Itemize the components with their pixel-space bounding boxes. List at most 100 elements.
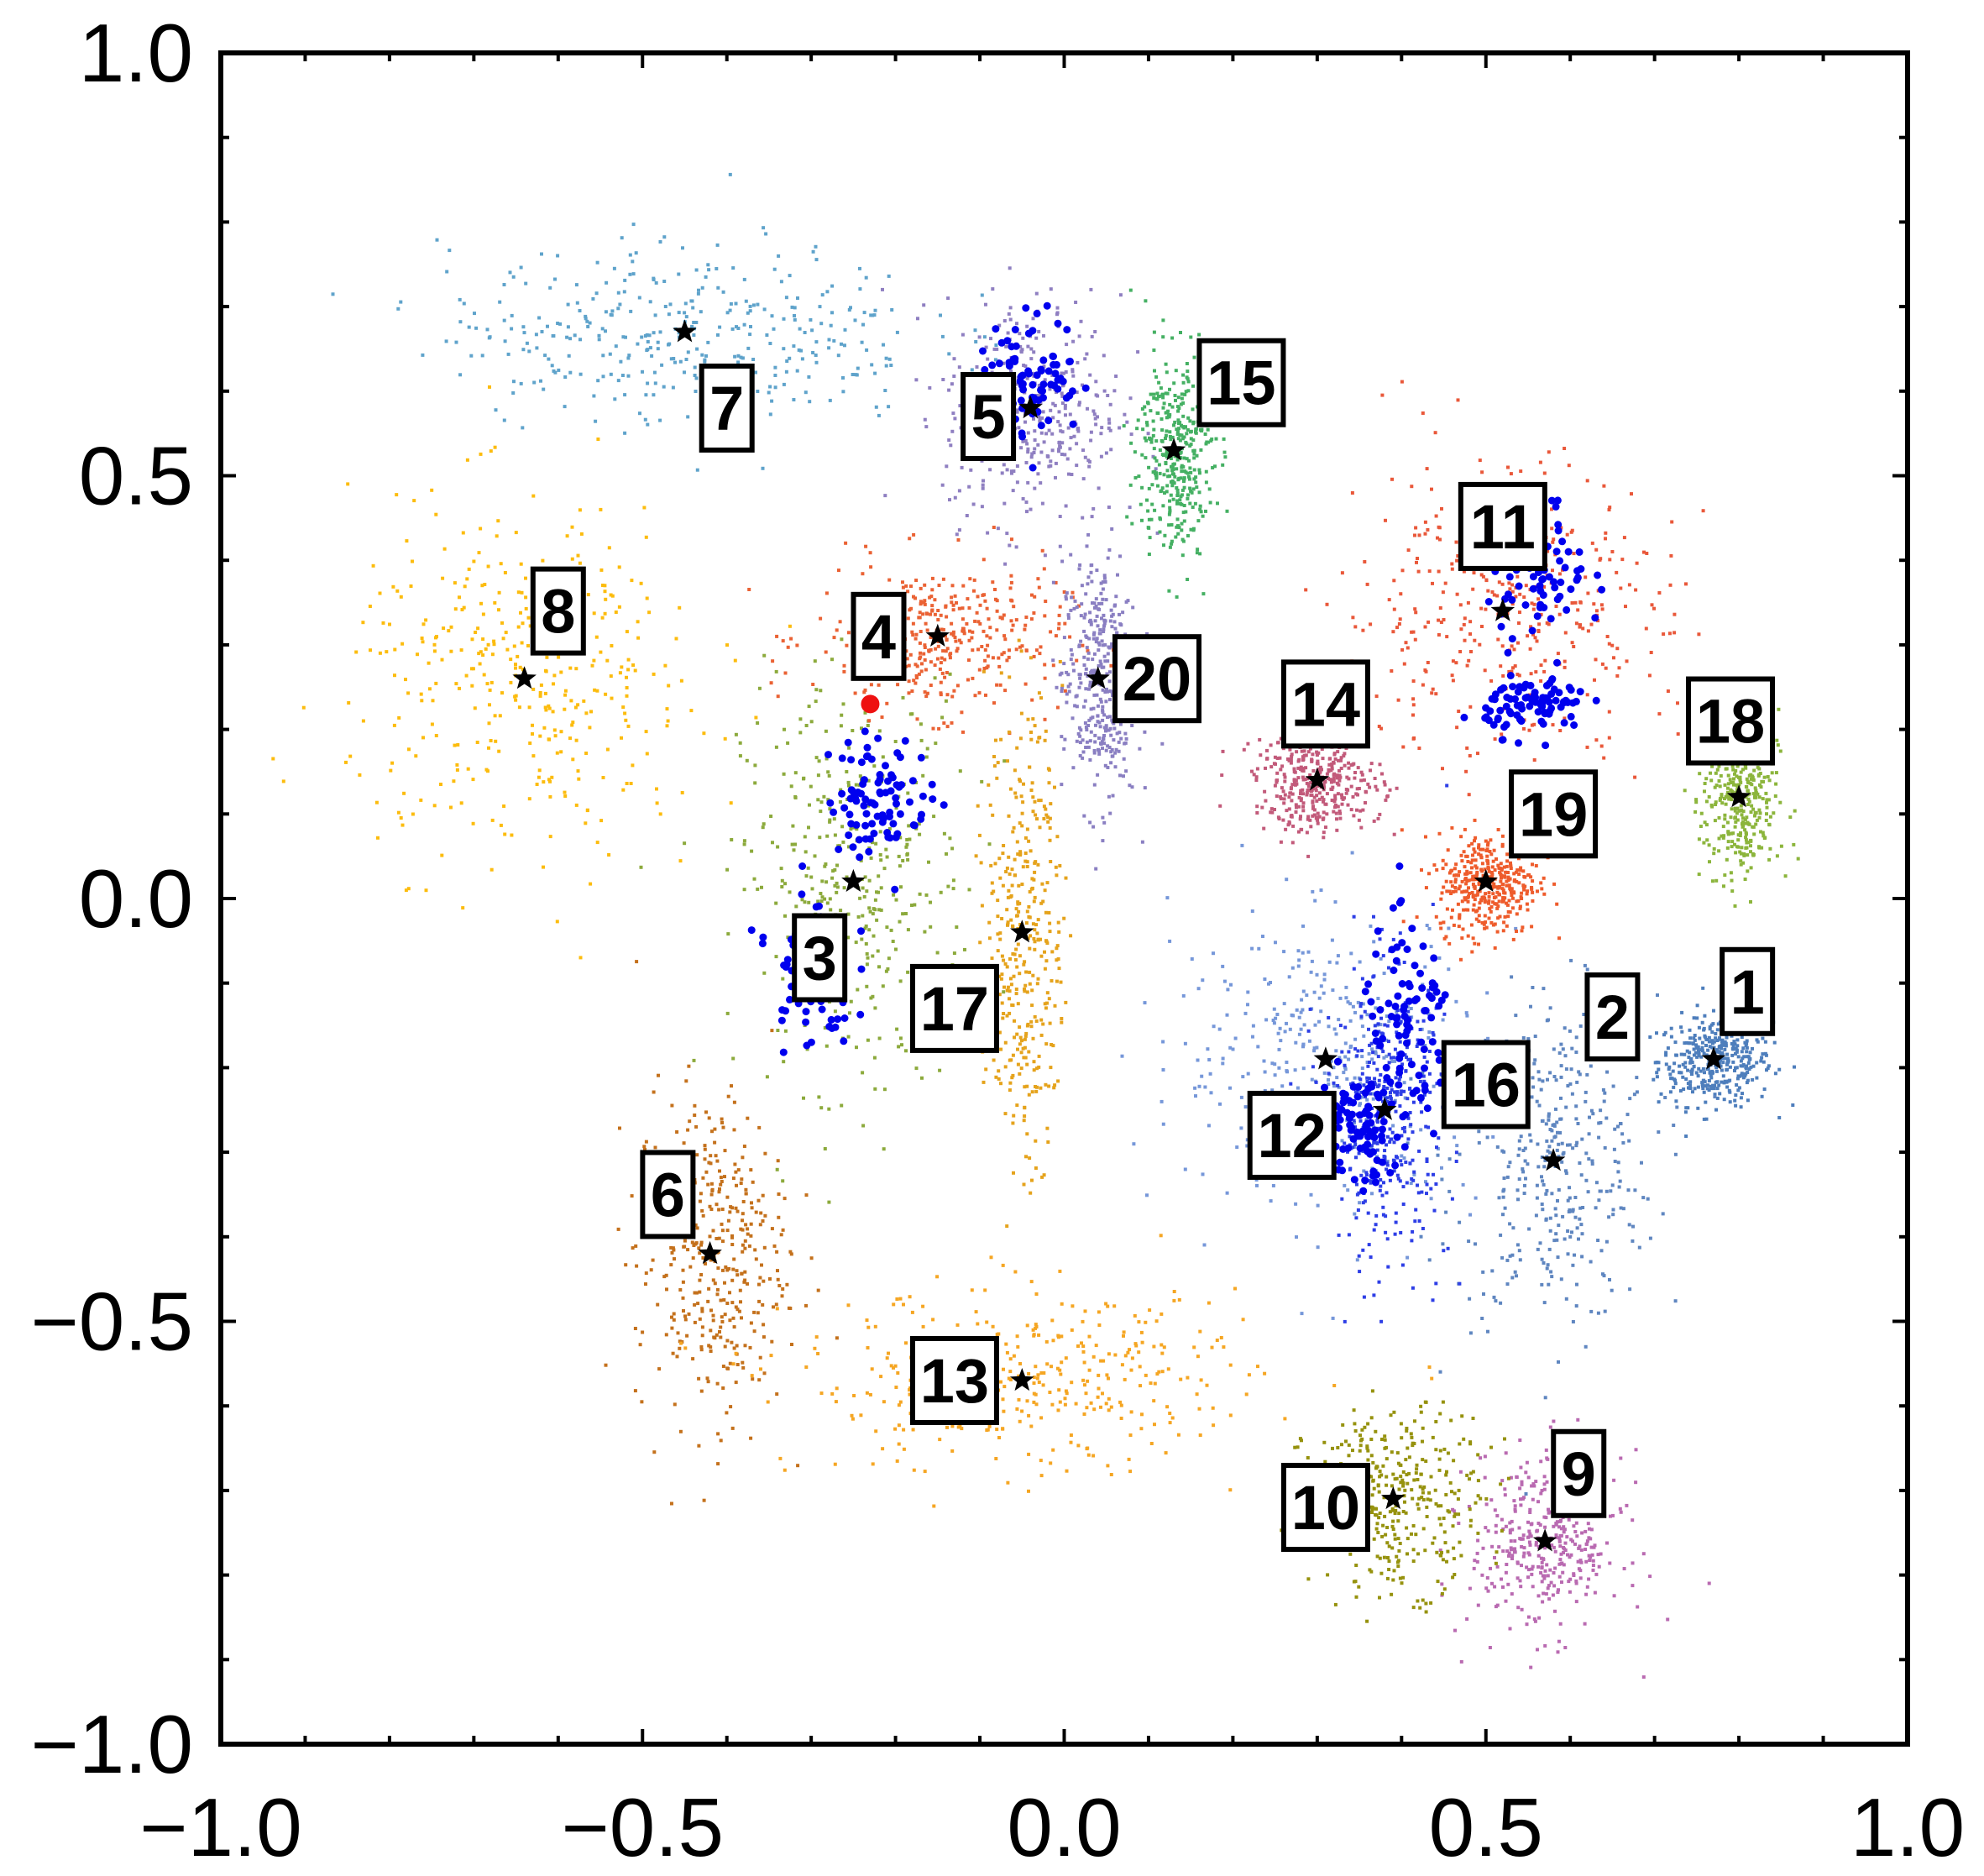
point xyxy=(584,711,589,715)
point xyxy=(1538,1523,1542,1527)
point xyxy=(1584,1529,1588,1533)
point xyxy=(1573,1215,1578,1219)
point xyxy=(1532,1484,1536,1488)
point xyxy=(669,1245,673,1250)
point xyxy=(1479,573,1484,577)
point xyxy=(953,417,957,421)
point xyxy=(1159,1234,1163,1238)
point xyxy=(896,1371,900,1375)
point xyxy=(827,1200,831,1204)
point xyxy=(344,760,348,764)
point xyxy=(1039,1459,1043,1463)
point xyxy=(744,1192,748,1196)
point xyxy=(897,1403,901,1407)
point xyxy=(1483,1454,1487,1459)
point xyxy=(1619,1206,1623,1210)
point xyxy=(1009,580,1013,584)
point xyxy=(693,365,697,369)
point xyxy=(449,805,453,810)
point xyxy=(1501,1213,1505,1217)
point xyxy=(1552,1584,1557,1588)
point xyxy=(894,898,898,902)
point xyxy=(1385,1475,1389,1479)
point xyxy=(1564,1171,1568,1176)
point xyxy=(1397,1487,1401,1491)
point xyxy=(419,798,423,802)
point xyxy=(814,756,819,760)
point xyxy=(674,637,678,641)
point xyxy=(1069,1440,1073,1444)
point xyxy=(588,321,592,325)
point xyxy=(1501,1585,1505,1589)
point xyxy=(439,783,442,786)
point xyxy=(1381,1464,1385,1468)
point xyxy=(1030,593,1034,597)
point xyxy=(1711,1083,1715,1087)
point xyxy=(646,381,650,385)
point xyxy=(656,1302,660,1307)
point xyxy=(732,1257,736,1261)
point xyxy=(395,589,400,593)
point xyxy=(1283,775,1287,779)
point xyxy=(1348,1552,1353,1556)
point xyxy=(985,1320,989,1324)
point xyxy=(1440,1591,1444,1596)
point xyxy=(1089,430,1093,434)
point xyxy=(959,641,963,645)
point xyxy=(950,694,955,699)
point xyxy=(1562,1525,1566,1529)
point xyxy=(1316,821,1320,825)
point xyxy=(922,652,926,656)
point xyxy=(1043,717,1047,721)
point xyxy=(1448,1480,1453,1485)
point xyxy=(1166,1367,1170,1371)
point xyxy=(875,918,879,922)
point xyxy=(1400,380,1404,384)
point xyxy=(610,309,615,313)
point xyxy=(1526,634,1530,638)
point xyxy=(1607,1215,1611,1219)
point xyxy=(835,1386,839,1391)
point xyxy=(1449,1418,1453,1423)
point xyxy=(1536,1522,1541,1525)
point xyxy=(833,833,837,837)
point xyxy=(427,661,431,665)
point xyxy=(1503,1437,1506,1441)
point xyxy=(814,700,818,704)
point xyxy=(578,956,583,960)
point xyxy=(1628,1097,1632,1101)
point xyxy=(1686,1082,1690,1086)
point xyxy=(571,721,575,725)
point xyxy=(644,1282,647,1286)
point xyxy=(1365,1013,1369,1017)
point xyxy=(666,719,670,723)
point xyxy=(519,381,523,385)
point xyxy=(1655,1031,1658,1035)
point xyxy=(1540,1489,1544,1492)
point xyxy=(1085,1406,1089,1410)
point xyxy=(645,596,649,600)
point xyxy=(1407,1471,1411,1475)
point xyxy=(1510,669,1514,673)
point xyxy=(697,1376,701,1381)
point xyxy=(1655,1075,1659,1079)
point xyxy=(730,1084,733,1088)
point xyxy=(918,610,922,615)
point xyxy=(879,858,883,862)
point xyxy=(702,1498,706,1502)
point xyxy=(1406,548,1411,553)
point xyxy=(594,635,599,639)
point xyxy=(1521,1533,1526,1538)
point xyxy=(1557,1562,1562,1566)
point xyxy=(1087,460,1091,464)
point xyxy=(1058,423,1062,427)
point xyxy=(1544,1122,1548,1126)
point xyxy=(923,643,927,647)
point xyxy=(824,650,828,654)
point xyxy=(1044,600,1048,603)
point xyxy=(715,1381,720,1386)
point xyxy=(604,329,607,333)
point xyxy=(873,898,877,902)
point xyxy=(1531,1076,1535,1080)
point xyxy=(774,901,778,905)
